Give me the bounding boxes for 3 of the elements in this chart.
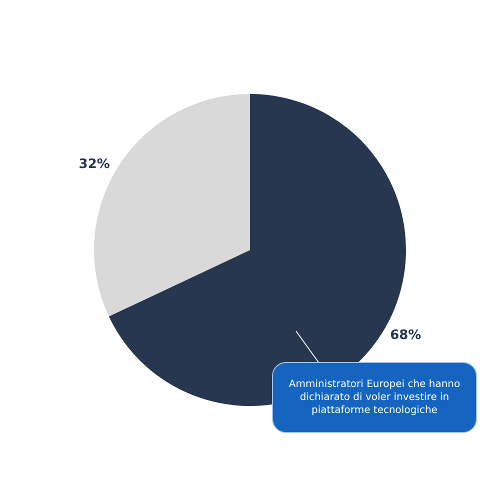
- data-label: 32%: [78, 156, 110, 172]
- data-label: 68%: [390, 328, 422, 344]
- text: Amministratori Europei che hanno dichiarato di voler investire in piattaforme tecnologiche: [272, 362, 477, 433]
